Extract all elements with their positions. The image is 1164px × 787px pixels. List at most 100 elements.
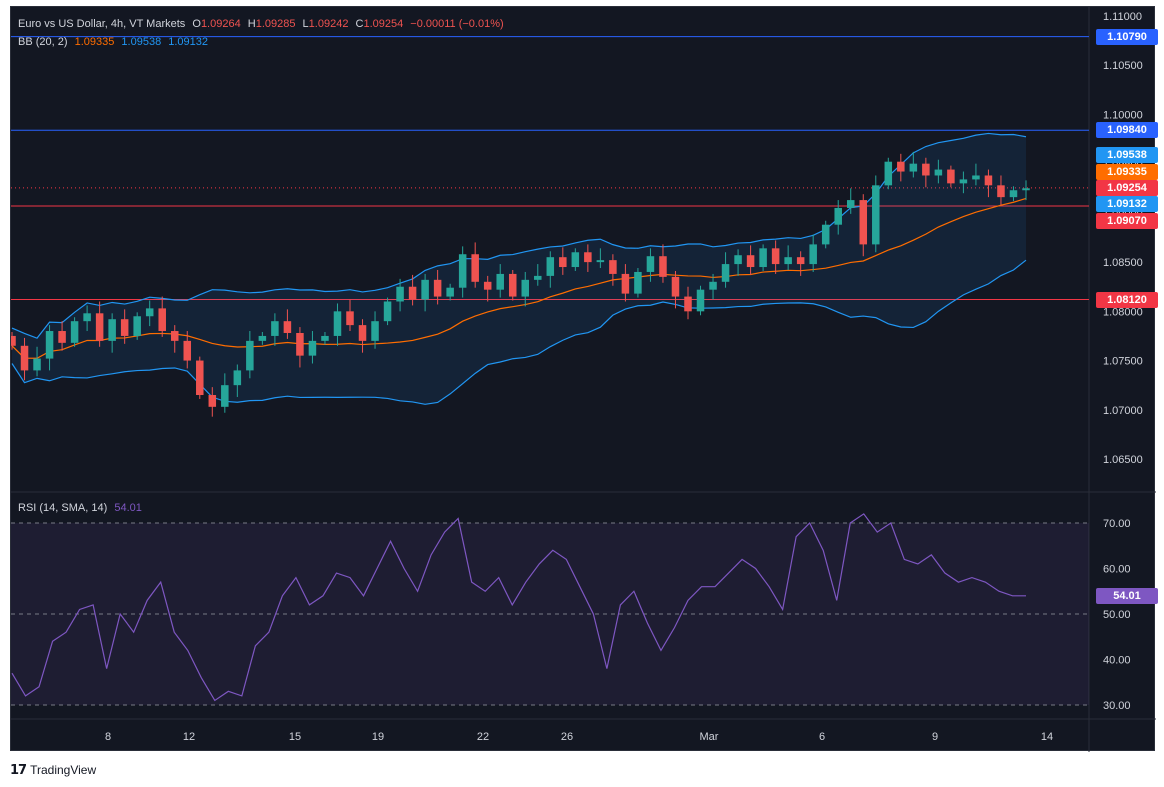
candle bbox=[534, 264, 542, 286]
candle bbox=[884, 157, 893, 190]
candle bbox=[809, 234, 817, 272]
candle-body bbox=[421, 279, 429, 300]
candle-body bbox=[1022, 188, 1030, 191]
candle-body bbox=[196, 360, 204, 396]
candle-body bbox=[897, 161, 905, 172]
candle bbox=[922, 157, 930, 188]
rsi-legend-value: 54.01 bbox=[114, 502, 142, 514]
candle bbox=[1009, 186, 1018, 202]
candle bbox=[746, 245, 755, 275]
candle-body bbox=[634, 271, 642, 294]
footer: 17 TradingView bbox=[10, 761, 96, 779]
candle bbox=[70, 317, 79, 347]
candle bbox=[371, 311, 379, 349]
rsi-line bbox=[11, 513, 1026, 702]
time-tick-label: 15 bbox=[289, 731, 301, 743]
candle bbox=[333, 303, 342, 346]
price-tick-label: 1.06500 bbox=[1103, 454, 1143, 466]
rsi-badge: 54.01 bbox=[1096, 588, 1158, 604]
symbol-title[interactable]: Euro vs US Dollar, 4h, VT Markets bbox=[18, 18, 186, 30]
candle bbox=[846, 188, 855, 214]
time-tick-label: 19 bbox=[372, 731, 384, 743]
candle-body bbox=[759, 248, 767, 268]
candles bbox=[11, 151, 1030, 417]
candle-body bbox=[821, 224, 830, 245]
candle bbox=[83, 305, 91, 332]
price-tick-label: 1.10000 bbox=[1103, 109, 1143, 121]
candle-body bbox=[696, 289, 705, 312]
candle-body bbox=[308, 340, 317, 356]
rsi-label[interactable]: RSI (14, SMA, 14) bbox=[18, 502, 108, 514]
candle-body bbox=[859, 200, 868, 245]
candle bbox=[571, 248, 580, 271]
chart-frame[interactable]: 1.110001.105001.100001.095001.090001.085… bbox=[10, 6, 1158, 752]
high-label: H bbox=[247, 18, 256, 30]
candle-body bbox=[371, 321, 379, 341]
candle-body bbox=[496, 273, 504, 290]
open-value: 1.09264 bbox=[200, 18, 241, 30]
grid bbox=[11, 7, 1156, 752]
candle bbox=[909, 151, 918, 178]
candle-body bbox=[258, 335, 267, 341]
candle bbox=[471, 242, 479, 288]
candle bbox=[771, 240, 780, 274]
candle-body bbox=[884, 161, 893, 186]
candle bbox=[33, 346, 41, 377]
candle bbox=[296, 327, 304, 368]
candle bbox=[759, 244, 767, 271]
time-tick-label: 26 bbox=[561, 731, 573, 743]
candle-body bbox=[83, 313, 91, 322]
candle-body bbox=[709, 281, 717, 290]
candle bbox=[959, 171, 968, 194]
bb-basis-badge: 1.09335 bbox=[1096, 164, 1158, 180]
last-price-badge: 1.09254 bbox=[1096, 180, 1158, 196]
candle bbox=[496, 264, 504, 298]
bb-label[interactable]: BB (20, 2) bbox=[18, 36, 68, 48]
candle bbox=[659, 244, 667, 283]
candle-body bbox=[596, 260, 605, 263]
brand-name[interactable]: TradingView bbox=[30, 763, 97, 777]
candle bbox=[796, 251, 805, 276]
candle-body bbox=[984, 175, 993, 186]
candle-body bbox=[120, 319, 129, 336]
price-tick-label: 1.08000 bbox=[1103, 306, 1143, 318]
candle-body bbox=[208, 395, 217, 407]
tradingview-logo-icon[interactable]: 17 bbox=[10, 762, 27, 778]
candle bbox=[196, 356, 204, 399]
candle-body bbox=[33, 358, 41, 371]
candle-body bbox=[446, 287, 454, 297]
price-tick-label: 1.07000 bbox=[1103, 405, 1143, 417]
bb-upper-badge: 1.09538 bbox=[1096, 147, 1158, 163]
candle bbox=[646, 248, 655, 282]
candle-body bbox=[246, 340, 254, 371]
rsi-pane bbox=[11, 513, 1089, 706]
candle-body bbox=[483, 281, 492, 290]
level-badge-1: 1.10790 bbox=[1096, 29, 1158, 45]
candle-body bbox=[321, 335, 329, 341]
candle bbox=[521, 271, 530, 307]
candle-body bbox=[1009, 190, 1018, 198]
candle-body bbox=[45, 331, 54, 359]
candle-body bbox=[746, 255, 755, 268]
candle bbox=[221, 373, 229, 413]
candle bbox=[972, 163, 980, 186]
high-value: 1.09285 bbox=[255, 18, 296, 30]
candle bbox=[621, 264, 630, 302]
bb-upper-line bbox=[11, 132, 1027, 339]
candle-body bbox=[145, 308, 154, 317]
candle bbox=[145, 300, 154, 327]
candle-body bbox=[584, 252, 592, 263]
open-label: O bbox=[192, 18, 201, 30]
candle bbox=[584, 244, 592, 272]
candle bbox=[709, 273, 717, 300]
candle bbox=[984, 169, 993, 198]
bb-lower-value: 1.09132 bbox=[168, 36, 209, 48]
candle bbox=[283, 309, 292, 339]
candle-body bbox=[684, 296, 692, 312]
candle-body bbox=[922, 163, 930, 176]
candle bbox=[396, 278, 404, 312]
candle-body bbox=[909, 163, 918, 172]
candle bbox=[20, 337, 29, 381]
chart-canvas[interactable]: 1.110001.105001.100001.095001.090001.085… bbox=[11, 7, 1156, 752]
candle-body bbox=[346, 311, 354, 326]
